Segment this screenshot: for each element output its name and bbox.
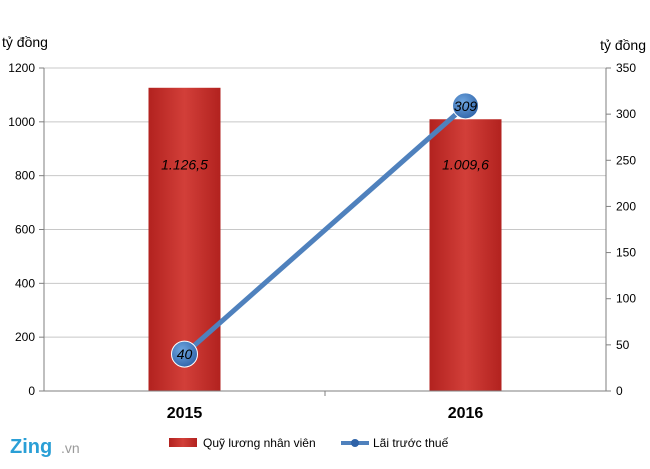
category-label: 2016	[448, 405, 484, 422]
series-line	[182, 103, 468, 357]
right-tick-label: 350	[616, 61, 636, 75]
legend-label-bar: Quỹ lương nhân viên	[203, 436, 316, 450]
bar-data-label: 1.126,5	[161, 157, 208, 173]
right-tick-label: 200	[616, 199, 636, 213]
gridlines	[44, 67, 606, 338]
bar-data-label: 1.009,6	[442, 157, 489, 173]
right-tick-label: 0	[616, 384, 623, 398]
left-axis-unit: tỷ đồng	[2, 34, 48, 50]
right-tick-label: 250	[616, 153, 636, 167]
line-series: 40 309	[171, 92, 479, 368]
line-marker	[171, 340, 198, 368]
left-tick-label: 1000	[8, 115, 35, 129]
line-data-label: 40	[177, 346, 193, 362]
labels: 0 200 400 600 800 1000 1200 0 50 100 150 200 250 300 3…	[8, 61, 636, 422]
right-axis-unit: tỷ đồng	[600, 37, 646, 53]
legend-swatch-bar	[169, 438, 197, 447]
left-tick-label: 600	[15, 223, 35, 237]
logo-sub-text: .vn	[61, 440, 80, 456]
right-tick-label: 300	[616, 107, 636, 121]
left-tick-label: 1200	[8, 61, 35, 75]
left-tick-label: 200	[15, 330, 35, 344]
right-tick-label: 100	[616, 292, 636, 306]
left-tick-label: 400	[15, 276, 35, 290]
right-tick-label: 150	[616, 246, 636, 260]
legend: Quỹ lương nhân viên Lãi trước thuế	[169, 436, 449, 450]
bars	[148, 87, 502, 392]
category-label: 2015	[167, 405, 203, 422]
bar	[429, 119, 502, 392]
left-tick-label: 0	[28, 384, 35, 398]
right-tick-label: 50	[616, 338, 630, 352]
line-marker	[452, 92, 479, 120]
left-tick-label: 800	[15, 169, 35, 183]
zing-logo: Zing .vn	[10, 436, 80, 458]
legend-swatch-marker	[351, 439, 359, 447]
axes	[39, 67, 611, 396]
legend-label-line: Lãi trước thuế	[373, 436, 449, 450]
bar	[148, 87, 221, 391]
logo-main-text: Zing	[10, 436, 52, 458]
line-data-label: 309	[454, 98, 478, 114]
